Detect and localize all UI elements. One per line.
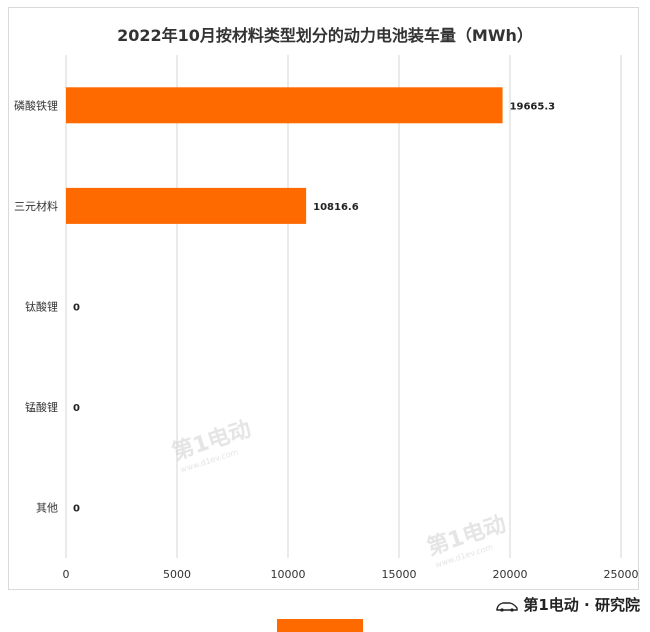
bar	[66, 87, 503, 124]
category-label: 磷酸铁锂	[14, 98, 58, 112]
brand-separator: ·	[584, 596, 590, 614]
data-label: 19665.3	[510, 101, 556, 112]
x-tick-label: 25000	[604, 568, 639, 581]
brand-name: 第1电动	[523, 596, 579, 614]
bars	[66, 87, 503, 224]
data-label: 0	[73, 303, 80, 314]
car-icon	[496, 601, 518, 612]
x-tick-label: 15000	[382, 568, 417, 581]
category-label: 钛酸锂	[25, 300, 58, 314]
accent-bar	[277, 619, 363, 632]
x-tick-label: 20000	[493, 568, 528, 581]
bar	[66, 187, 307, 224]
x-tick-labels: 0 5000 10000 15000 20000 25000	[63, 568, 639, 581]
category-label: 三元材料	[14, 199, 58, 213]
data-label: 0	[73, 504, 80, 515]
brand-logo: 第1电动 · 研究院	[496, 594, 640, 615]
x-tick-label: 5000	[163, 568, 191, 581]
x-tick-label: 10000	[271, 568, 306, 581]
x-tick-label: 0	[63, 568, 70, 581]
watermark-group: 第1电动 www.d1ev.com 第1电动 www.d1ev.com	[169, 416, 509, 570]
brand-suffix: 研究院	[594, 596, 640, 614]
category-label: 锰酸锂	[25, 400, 58, 414]
category-label: 其他	[36, 502, 58, 515]
data-label: 10816.6	[313, 202, 359, 213]
grid-lines	[65, 55, 622, 558]
bar-chart: 第1电动 www.d1ev.com 第1电动 www.d1ev.com 磷酸铁锂…	[14, 55, 639, 581]
data-label: 0	[73, 403, 80, 414]
chart-title: 2022年10月按材料类型划分的动力电池装车量（MWh）	[117, 26, 533, 45]
data-labels: 19665.3 10816.6 0 0 0	[73, 101, 555, 514]
